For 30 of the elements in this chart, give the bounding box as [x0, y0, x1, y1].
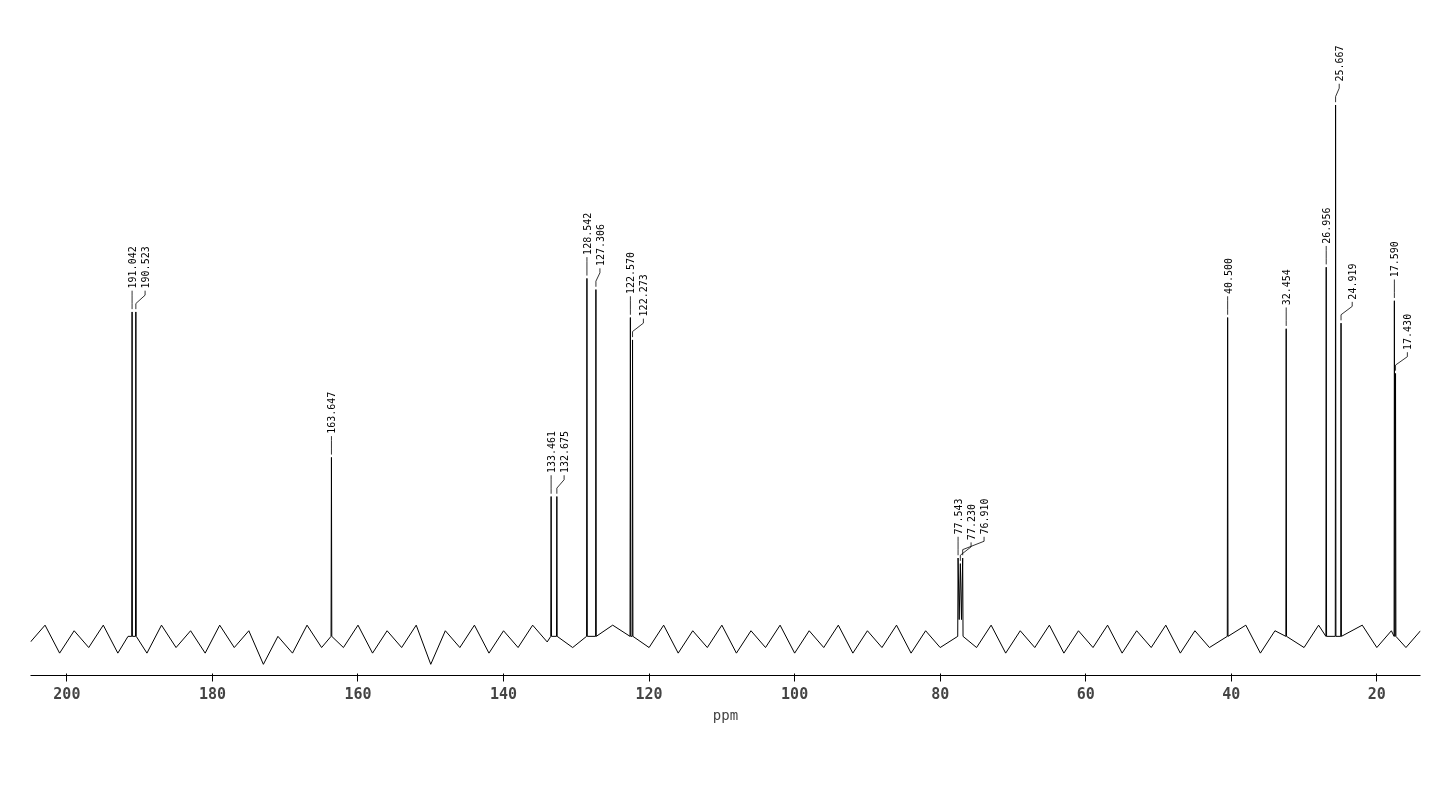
x-tick-label: 80 — [931, 684, 950, 703]
annotation: 32.454 — [1281, 269, 1293, 306]
x-axis-title: ppm — [712, 706, 739, 723]
annotation: 17.590 — [1389, 241, 1401, 278]
annotation: 191.042 — [127, 246, 139, 289]
annotation: 127.306 — [594, 223, 606, 267]
annotation: 128.542 — [581, 212, 593, 255]
x-tick-label: 100 — [781, 684, 809, 703]
annotation: 17.430 — [1402, 313, 1414, 350]
x-tick-label: 180 — [198, 684, 226, 703]
annotation: 77.230 — [966, 504, 978, 541]
annotation: 24.919 — [1347, 263, 1359, 300]
x-tick-label: 200 — [53, 684, 81, 703]
annotation: 190.523 — [140, 246, 152, 289]
x-tick-label: 40 — [1222, 684, 1241, 703]
x-tick-label: 160 — [344, 684, 372, 703]
annotation: 133.461 — [546, 430, 558, 474]
annotation: 25.667 — [1334, 45, 1346, 82]
x-tick-label: 20 — [1367, 684, 1386, 703]
annotation: 122.570 — [625, 251, 637, 295]
annotation: 163.647 — [326, 391, 338, 434]
annotation: 122.273 — [638, 274, 650, 317]
annotation: 40.500 — [1222, 257, 1234, 295]
annotation: 132.675 — [559, 430, 571, 474]
x-tick-label: 140 — [489, 684, 518, 703]
annotation: 26.956 — [1321, 207, 1333, 244]
annotation: 77.543 — [953, 498, 965, 535]
annotation: 76.910 — [979, 498, 991, 535]
x-tick-label: 60 — [1076, 684, 1095, 703]
x-tick-label: 120 — [635, 684, 663, 703]
